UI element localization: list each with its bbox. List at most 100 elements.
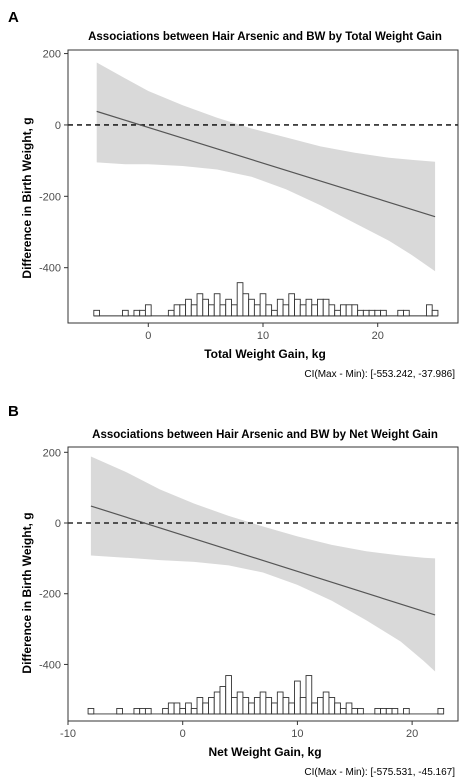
panel-b-histogram-bar	[311, 702, 318, 715]
panel-b-histogram-bar	[322, 691, 330, 715]
panel-b-plot-area: 200 0 -200 -400 -10 0 10 20	[39, 446, 459, 740]
panel-b-histogram-bar	[265, 697, 273, 715]
panel-b-histogram-bar	[185, 702, 192, 715]
panel-a-histogram-bar	[265, 304, 273, 317]
panel-b-histogram-bar	[162, 707, 169, 715]
panel-b-histogram-bar	[253, 697, 261, 715]
panel-b-histogram-bar	[294, 680, 301, 715]
panel-a-histogram-bar	[362, 309, 370, 317]
panel-b-histogram-bar	[139, 707, 146, 715]
panel-b-histogram-bar	[345, 702, 353, 715]
panel-b-histogram-bar	[305, 675, 313, 715]
panel-a-histogram-bar	[380, 309, 387, 317]
panel-a-histogram-bar	[167, 309, 175, 317]
panel-b-histogram-bar	[374, 707, 382, 715]
panel-b-histogram-bar	[173, 702, 181, 715]
panel-a-histogram-bar	[253, 304, 261, 317]
panel-b-x-tick-label: 10	[291, 728, 303, 740]
panel-b-histogram-bar	[116, 707, 123, 715]
panel-a-histogram-bar	[368, 309, 376, 317]
panel-b-histogram-bar	[219, 686, 227, 715]
panel-b-histogram-bar	[299, 697, 307, 715]
panel-a-histogram-bar	[311, 304, 318, 317]
panel-a-histogram-bar	[202, 298, 209, 317]
panel-a-histogram-bar	[185, 298, 192, 317]
panel-b-y-axis-label: Difference in Birth Weight, g	[20, 512, 34, 673]
panel-a-histogram-bar	[334, 309, 341, 317]
panel-a-x-tick-label: 10	[257, 330, 269, 342]
panel-a-histogram-bar	[93, 309, 100, 317]
panel-b-histogram-bar	[179, 707, 187, 715]
panel-b-x-axis-label: Net Weight Gain, kg	[208, 745, 321, 759]
panel-a-histogram-bar	[213, 293, 221, 317]
panel-b-histogram-bar	[133, 707, 141, 715]
panel-b-histogram-bar	[334, 702, 341, 715]
panel-b-histogram-bar	[208, 697, 215, 715]
panel-b-histogram-bar	[259, 691, 267, 715]
panel-a-histogram-bar	[208, 304, 215, 317]
panel-b-fitted-line	[90, 505, 436, 616]
panel-a-y-tick-label: 200	[43, 49, 61, 61]
panel-b-histogram-bar	[271, 702, 278, 715]
panel-a-letter: A	[8, 9, 19, 26]
panel-b-histogram-bar	[351, 707, 359, 715]
panel-a-histogram-bar	[219, 304, 227, 317]
panel-a-histogram-bar	[190, 304, 198, 317]
panel-a-histogram-bar	[357, 309, 364, 317]
panel-a-histogram-bar	[288, 293, 295, 317]
panel-b-letter: B	[8, 403, 19, 420]
panel-a-histogram-bar	[173, 304, 181, 317]
panel-b-histogram-bar	[236, 691, 244, 715]
panel-b-x-tick-label: 20	[406, 728, 418, 740]
panel-b-histogram-bar	[380, 707, 387, 715]
panel-a-histogram-bar	[345, 304, 353, 317]
panel-b: B Associations between Hair Arsenic and …	[8, 403, 459, 778]
panel-b-histogram-bar	[328, 697, 336, 715]
panel-a-histogram-bar	[328, 304, 336, 317]
panel-b-histogram-bar	[282, 697, 290, 715]
panel-a-histogram-bar	[133, 309, 141, 317]
panel-a-y-tick-label: 0	[55, 120, 61, 132]
panel-b-histogram-bar	[288, 702, 295, 715]
panel-b-y-tick-label: 0	[55, 518, 61, 530]
panel-b-histogram-bar	[403, 707, 410, 715]
panel-a-histogram-bar	[248, 298, 255, 317]
panel-a-confidence-band	[96, 62, 436, 272]
panel-b-y-tick-label: -400	[39, 659, 61, 671]
panel-b-histogram-bar	[437, 707, 445, 715]
panel-a: A Associations between Hair Arsenic and …	[8, 9, 459, 380]
panel-a-y-axis-label: Difference in Birth Weight, g	[20, 117, 34, 278]
panel-b-histogram-bar	[196, 697, 204, 715]
panel-a-histogram-bar	[339, 304, 347, 317]
panel-a-histogram-bar	[351, 304, 359, 317]
panel-a-histogram-bar	[196, 293, 204, 317]
panel-a-histogram-bar	[403, 309, 410, 317]
panel-b-histogram-bar	[248, 702, 255, 715]
panel-a-histogram-bar	[282, 304, 290, 317]
panel-a-title: Associations between Hair Arsenic and BW…	[88, 31, 442, 43]
panel-b-histogram-bar	[357, 707, 364, 715]
panel-b-histogram-bar	[213, 691, 221, 715]
panel-a-plot-area: 200 0 -200 -400 0 10 20	[39, 49, 459, 342]
panel-a-histogram-bar	[139, 309, 146, 317]
panel-a-y-tick-label: -200	[39, 191, 61, 203]
panel-a-histogram-bar	[299, 304, 307, 317]
panel-a-x-axis-label: Total Weight Gain, kg	[204, 347, 326, 361]
panel-b-ci-note: CI(Max - Min): [-575.531, -45.167]	[304, 767, 455, 778]
panel-a-histogram-bar	[294, 298, 301, 317]
panel-b-plot-frame	[67, 446, 459, 722]
panel-b-histogram-bar	[190, 707, 198, 715]
panel-a-histogram-bar	[397, 309, 404, 317]
panel-b-histogram-bar	[242, 697, 250, 715]
panel-b-x-tick-label: 0	[180, 728, 186, 740]
panel-a-histogram-bar	[144, 304, 152, 317]
panel-b-histogram-bar	[225, 675, 232, 715]
panel-a-x-tick-label: 0	[145, 330, 151, 342]
panel-b-histogram-bar	[385, 707, 393, 715]
panel-a-histogram-bar	[122, 309, 129, 317]
panel-b-histogram-bar	[276, 691, 284, 715]
panel-a-histogram-bar	[231, 304, 238, 317]
panel-a-histogram-bar	[317, 298, 324, 317]
panel-a-histogram-bar	[431, 309, 439, 317]
